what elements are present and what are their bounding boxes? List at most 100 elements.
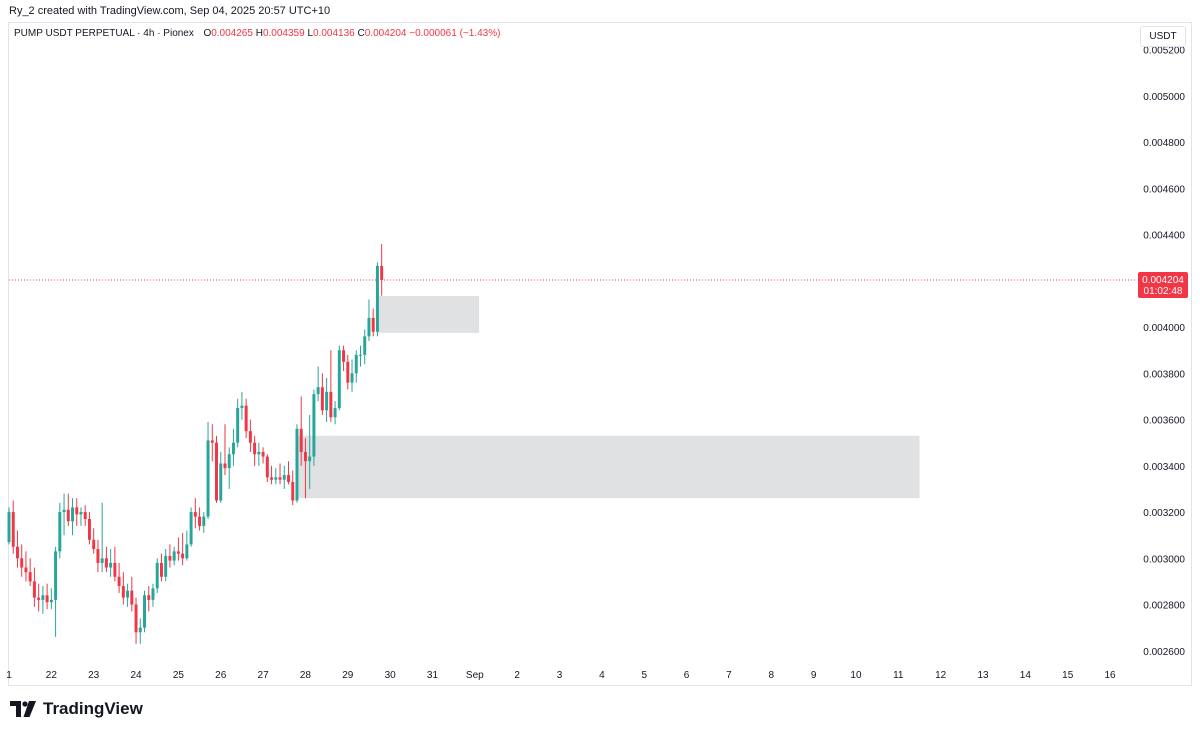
candle-down[interactable] bbox=[329, 350, 333, 422]
candle-down[interactable] bbox=[130, 576, 134, 612]
candle-down[interactable] bbox=[253, 435, 257, 466]
candle-up[interactable] bbox=[337, 345, 341, 411]
candle-down[interactable] bbox=[104, 546, 108, 573]
candle-down[interactable] bbox=[113, 546, 117, 582]
candle-down[interactable] bbox=[244, 398, 248, 439]
candle-down[interactable] bbox=[96, 539, 100, 573]
candle-down[interactable] bbox=[223, 424, 227, 476]
candle-down[interactable] bbox=[159, 553, 163, 582]
candle-up[interactable] bbox=[126, 583, 130, 607]
candle-down[interactable] bbox=[265, 454, 269, 483]
candle-up[interactable] bbox=[71, 498, 75, 536]
candle-up[interactable] bbox=[219, 451, 223, 503]
price-zone[interactable] bbox=[377, 295, 480, 333]
candle-up[interactable] bbox=[49, 588, 53, 610]
candle-up[interactable] bbox=[41, 586, 45, 614]
candle-down[interactable] bbox=[342, 345, 346, 372]
candle-down[interactable] bbox=[66, 493, 70, 526]
candle-down[interactable] bbox=[45, 583, 49, 610]
candle-up[interactable] bbox=[164, 549, 168, 582]
candle-up[interactable] bbox=[62, 493, 66, 536]
candle-down[interactable] bbox=[299, 396, 303, 466]
candle-down[interactable] bbox=[83, 505, 87, 526]
candle-down[interactable] bbox=[11, 500, 15, 554]
candle-body bbox=[130, 590, 134, 605]
candle-up[interactable] bbox=[151, 583, 155, 607]
candle-up[interactable] bbox=[359, 345, 362, 367]
candle-down[interactable] bbox=[20, 544, 24, 577]
candle-up[interactable] bbox=[7, 507, 11, 545]
candle-down[interactable] bbox=[380, 244, 384, 296]
candle-up[interactable] bbox=[227, 447, 231, 489]
candle-down[interactable] bbox=[193, 498, 197, 529]
candle-down[interactable] bbox=[287, 461, 290, 485]
candle-down[interactable] bbox=[147, 586, 151, 612]
candle-up[interactable] bbox=[316, 366, 320, 402]
candle-down[interactable] bbox=[346, 354, 350, 390]
candle-down[interactable] bbox=[198, 507, 202, 531]
candle-up[interactable] bbox=[185, 530, 189, 561]
candle-up[interactable] bbox=[100, 502, 104, 573]
candle-up[interactable] bbox=[325, 377, 329, 422]
candle-down[interactable] bbox=[37, 583, 41, 612]
candle-up[interactable] bbox=[333, 401, 337, 425]
candle-up[interactable] bbox=[231, 428, 235, 466]
candle-up[interactable] bbox=[79, 507, 83, 526]
candle-down[interactable] bbox=[303, 438, 307, 499]
candle-up[interactable] bbox=[58, 502, 62, 559]
candle-down[interactable] bbox=[117, 562, 121, 593]
candle-down[interactable] bbox=[87, 512, 91, 545]
candle-up[interactable] bbox=[308, 414, 312, 489]
candle-up[interactable] bbox=[240, 391, 244, 420]
candle-up[interactable] bbox=[155, 558, 159, 593]
candle-down[interactable] bbox=[181, 532, 185, 566]
candle-down[interactable] bbox=[320, 373, 324, 415]
candle-down[interactable] bbox=[371, 308, 375, 337]
candle-up[interactable] bbox=[257, 442, 261, 466]
candle-body bbox=[270, 477, 274, 480]
candle-up[interactable] bbox=[54, 546, 58, 637]
candle-up[interactable] bbox=[367, 299, 371, 341]
candle-down[interactable] bbox=[210, 424, 214, 462]
candle-up[interactable] bbox=[189, 507, 193, 547]
candle-up[interactable] bbox=[172, 546, 176, 566]
candle-down[interactable] bbox=[15, 530, 19, 568]
candle-down[interactable] bbox=[121, 572, 125, 605]
candle-up[interactable] bbox=[312, 389, 316, 466]
candle-up[interactable] bbox=[350, 359, 354, 392]
candle-up[interactable] bbox=[375, 262, 379, 337]
candle-down[interactable] bbox=[28, 558, 32, 587]
candle-down[interactable] bbox=[278, 463, 282, 485]
candle-down[interactable] bbox=[248, 419, 252, 452]
candle-down[interactable] bbox=[270, 465, 274, 485]
candle-body bbox=[117, 576, 121, 587]
candle-up[interactable] bbox=[354, 350, 358, 383]
candle-down[interactable] bbox=[32, 567, 36, 607]
candle-down[interactable] bbox=[134, 597, 138, 644]
candle-up[interactable] bbox=[295, 424, 299, 503]
candle-down[interactable] bbox=[92, 528, 96, 554]
candle-up[interactable] bbox=[282, 465, 286, 489]
tradingview-logo[interactable]: TradingView bbox=[10, 699, 143, 719]
candle-up[interactable] bbox=[236, 398, 240, 448]
candle-body bbox=[265, 456, 269, 478]
candle-up[interactable] bbox=[143, 590, 146, 633]
candle-up[interactable] bbox=[138, 618, 142, 644]
candle-down[interactable] bbox=[168, 544, 172, 568]
candle-up[interactable] bbox=[206, 421, 210, 519]
candle-down[interactable] bbox=[75, 498, 79, 526]
candle-down[interactable] bbox=[176, 537, 180, 561]
candle-down[interactable] bbox=[291, 470, 295, 506]
price-zone[interactable] bbox=[296, 435, 920, 499]
candle-down[interactable] bbox=[24, 551, 28, 582]
candle-up[interactable] bbox=[274, 468, 278, 485]
candle-up[interactable] bbox=[109, 549, 113, 577]
candle-down[interactable] bbox=[261, 447, 265, 464]
candle-body bbox=[7, 512, 11, 543]
symbol-name[interactable]: PUMP USDT PERPETUAL · 4h · Pionex bbox=[14, 28, 194, 39]
currency-button[interactable]: USDT bbox=[1140, 26, 1186, 47]
candle-up[interactable] bbox=[202, 512, 206, 533]
candle-down[interactable] bbox=[215, 435, 218, 503]
candle-up[interactable] bbox=[363, 329, 367, 365]
